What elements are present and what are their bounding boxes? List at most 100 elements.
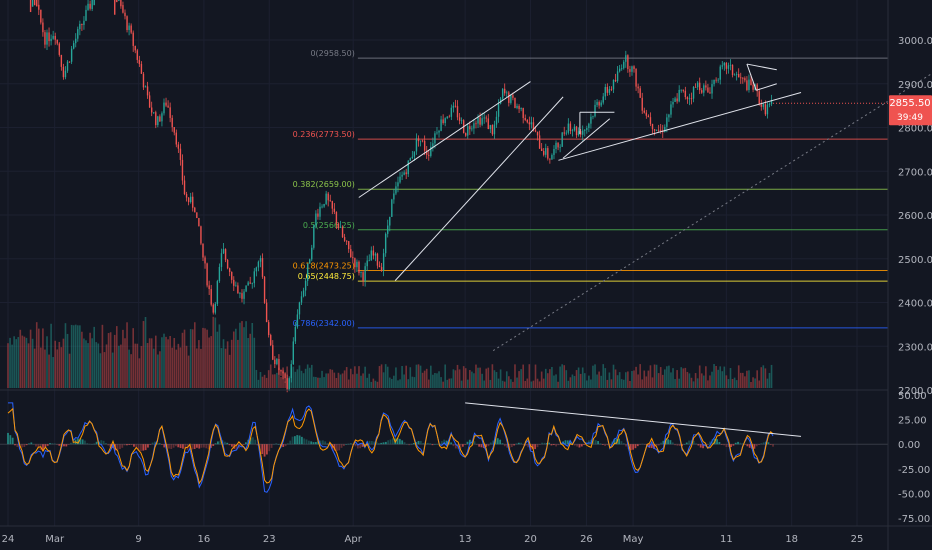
oscillator-histogram-bar	[702, 444, 704, 449]
support-trend-line[interactable]	[558, 92, 802, 161]
volume-bar	[464, 368, 467, 388]
oscillator-trend-line[interactable]	[465, 402, 802, 437]
oscillator-histogram-bar	[429, 443, 432, 445]
oscillator-histogram-bar	[734, 442, 737, 445]
oscillator-axis[interactable]: 50.00 25.00 0.00 -25.00 -50.00 -75.00	[898, 391, 930, 525]
volume-bar	[50, 323, 52, 388]
oscillator-histogram-bar	[753, 444, 756, 449]
volume-bar	[450, 378, 453, 388]
oscillator-histogram-bar	[475, 444, 478, 445]
candle-body	[321, 206, 323, 208]
candle-body	[557, 142, 559, 148]
candle-body	[631, 66, 633, 72]
volume-bar	[764, 368, 767, 388]
volume-bar	[356, 373, 358, 388]
volume-bar	[130, 354, 132, 388]
candle-body	[345, 240, 348, 242]
volume-bar	[313, 376, 315, 388]
volume-bar	[364, 366, 366, 388]
oscillator-histogram-bar	[632, 444, 634, 450]
oscillator-histogram-bar	[293, 436, 296, 445]
volume-bar	[547, 373, 549, 388]
volume-bar	[733, 377, 736, 388]
candle-body	[251, 283, 253, 284]
oscillator-histogram-bar	[289, 440, 292, 445]
projection-dashed-line[interactable]	[492, 62, 932, 352]
oscillator-histogram-bar	[7, 432, 9, 445]
wedge-left-line[interactable]	[746, 63, 757, 91]
candle-body	[553, 149, 555, 155]
candle-body	[590, 116, 592, 124]
volume-bar	[120, 344, 122, 388]
triangle-lower-line[interactable]	[562, 118, 611, 159]
candle-body	[370, 250, 372, 261]
oscillator-histogram-bar	[732, 444, 735, 446]
fib-retracement[interactable]: 0(2958.50) 0.236(2773.50) 0.382(2659.00) 0.…	[293, 49, 888, 329]
volume-bar	[380, 364, 383, 388]
wedge-upper-line[interactable]	[746, 63, 777, 71]
channel-upper-line[interactable]	[358, 81, 531, 198]
candle-body	[735, 74, 738, 75]
volume-bar	[79, 325, 81, 388]
volume-bar	[228, 354, 231, 388]
volume-bar	[503, 381, 506, 388]
volume-bar	[198, 340, 200, 388]
oscillator-histogram-bar	[333, 444, 336, 451]
candle-body	[551, 154, 553, 160]
oscillator-histogram-bar	[503, 444, 506, 447]
channel-lower-line[interactable]	[394, 96, 564, 281]
oscillator-histogram-bar	[177, 444, 180, 448]
volume-bar	[417, 364, 420, 388]
candle-body	[38, 4, 40, 10]
oscillator-histogram-bar	[303, 438, 306, 445]
candle-body	[750, 79, 752, 86]
oscillator-histogram-bar	[119, 444, 121, 450]
candle-body	[501, 88, 504, 99]
volume-bar	[138, 358, 141, 388]
volume-bar	[109, 332, 112, 388]
volume-bar	[532, 380, 535, 388]
candle-body	[68, 61, 71, 63]
volume-bar	[152, 348, 155, 388]
time-axis[interactable]: 24 Mar 9 16 23 Apr 13 20 26 May 11 18 25	[2, 534, 864, 545]
volume-bar	[471, 371, 473, 388]
volume-bar	[81, 331, 83, 388]
candle-body	[756, 84, 758, 92]
candle-body	[565, 132, 567, 134]
candle-body	[261, 258, 264, 277]
volume-bar	[393, 375, 395, 388]
candle-body	[715, 79, 717, 81]
wedge-lower-line[interactable]	[756, 83, 777, 91]
candle-body	[467, 126, 469, 136]
volume-bar	[163, 333, 165, 388]
candle-body	[575, 126, 578, 136]
candle-body	[81, 23, 83, 25]
oscillator-histogram-bar	[44, 444, 47, 448]
trend-drawings[interactable]	[358, 62, 932, 352]
oscillator-histogram-bar	[282, 444, 285, 448]
candle-body	[719, 66, 721, 80]
candle-body	[302, 290, 305, 297]
oscillator-histogram-bar	[678, 444, 681, 446]
price-axis[interactable]: 3000.00 2900.00 2800.00 2700.00 2600.00 2500.…	[898, 36, 932, 397]
candle-body	[85, 9, 87, 21]
volume-bar	[742, 372, 744, 388]
candle-body	[196, 212, 198, 219]
volume-bar	[68, 353, 71, 388]
volume-bar	[354, 366, 356, 388]
oscillator-histogram-bar	[107, 444, 110, 446]
oscillator-histogram-bar	[363, 444, 366, 446]
volume-bar	[409, 367, 412, 388]
oscillator-histogram-bar	[552, 444, 555, 446]
oscillator-histogram-bar	[207, 444, 210, 450]
volume-bar	[345, 367, 348, 388]
candle-body	[563, 132, 565, 134]
volume-bar	[692, 381, 695, 388]
candle-body	[265, 302, 268, 323]
volume-bar	[144, 316, 147, 388]
volume-bar	[358, 366, 360, 388]
oscillator-histogram-bar	[524, 444, 527, 446]
oscillator-histogram-bar	[93, 443, 96, 445]
oscillator-histogram-bar	[314, 442, 317, 445]
